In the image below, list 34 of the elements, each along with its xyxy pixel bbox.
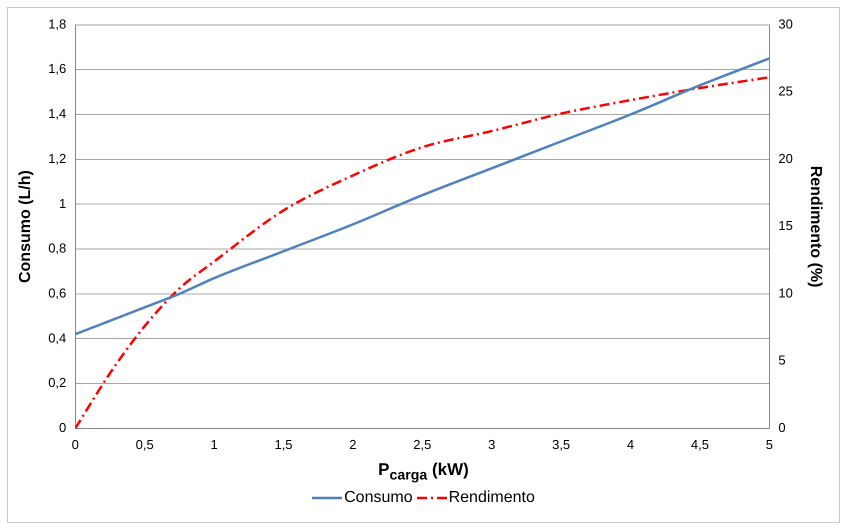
y2-axis-title: Rendimento (%) — [806, 166, 824, 288]
y-tick-label: 1,6 — [48, 61, 66, 76]
y-tick-label: 1 — [59, 196, 66, 211]
y-tick-label: 0,2 — [48, 375, 66, 390]
x-tick-label: 2,5 — [413, 436, 432, 452]
y2-tick-label: 30 — [778, 16, 793, 32]
y2-tick-label: 15 — [778, 218, 793, 234]
y-tick-label: 0,6 — [48, 285, 66, 300]
x-tick-label: 5 — [766, 436, 773, 452]
y2-tick-label: 0 — [778, 420, 786, 435]
x-tick-label: 4,5 — [690, 436, 709, 452]
line-series — [75, 57, 770, 336]
y-tick-label: 0,4 — [48, 330, 66, 346]
legend-label: Consumo — [344, 489, 413, 508]
x-tick-label: 4 — [626, 436, 634, 452]
legend-label: Rendimento — [448, 489, 535, 508]
x-tick-label: 0 — [72, 436, 79, 452]
x-tick-label: 0,5 — [136, 436, 154, 452]
y-tick-label: 1,2 — [48, 150, 66, 166]
y-tick-label: 0,8 — [48, 240, 66, 256]
x-tick-label: 3,5 — [552, 436, 570, 452]
y-tick-label: 0 — [59, 420, 66, 435]
y2-tick-label: 25 — [778, 84, 793, 99]
x-tick-label: 1 — [210, 436, 218, 452]
y2-tick-label: 10 — [778, 285, 793, 300]
y-axis-title: Consumo (L/h) — [17, 170, 34, 284]
x-tick-label: 1,5 — [274, 436, 293, 452]
y-tick-label: 1,8 — [48, 16, 66, 32]
y2-tick-label: 20 — [778, 150, 793, 166]
y2-tick-label: 5 — [778, 352, 786, 368]
x-tick-label: 3 — [488, 436, 496, 452]
x-axis-title: P$_{carga}$ (kW) — [377, 460, 470, 484]
y-tick-label: 1,4 — [48, 106, 66, 122]
x-tick-label: 2 — [349, 436, 357, 452]
